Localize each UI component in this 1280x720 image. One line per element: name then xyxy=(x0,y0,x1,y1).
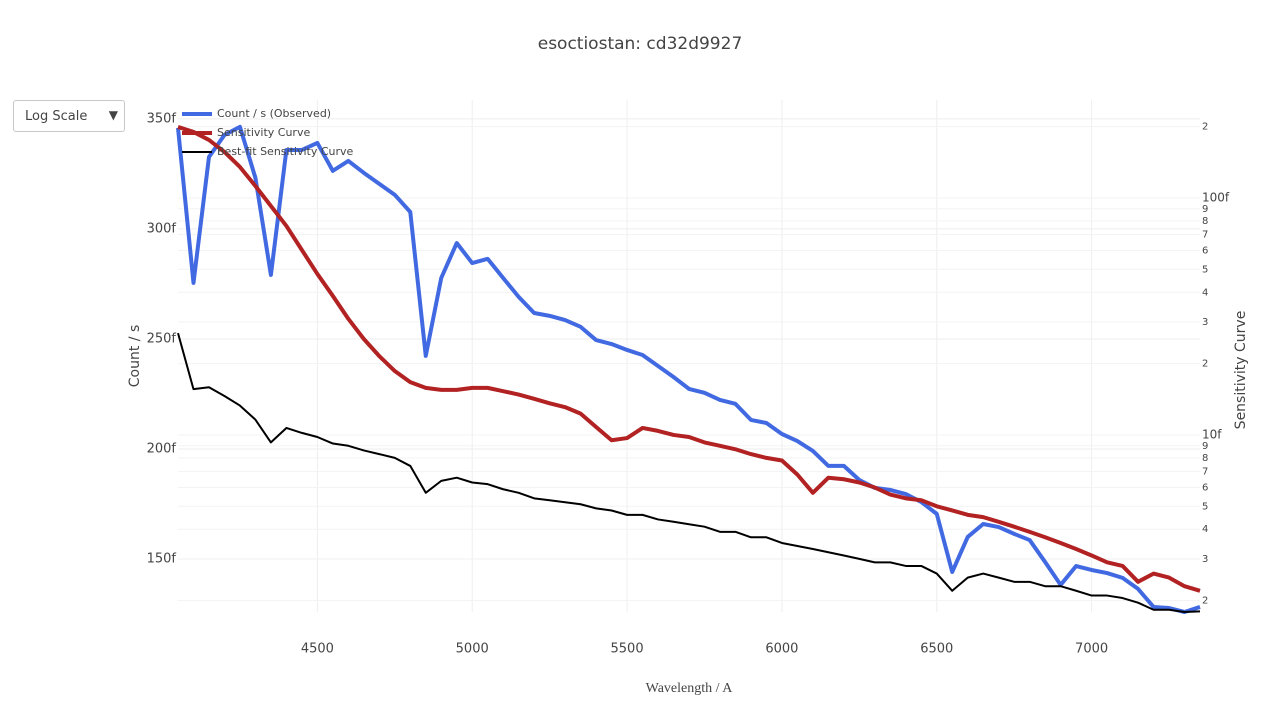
series-line xyxy=(177,332,1201,613)
legend: Count / s (Observed) Sensitivity Curve Bes… xyxy=(182,107,354,158)
y2-tick-label: 10f xyxy=(1202,427,1222,441)
chart-title: esoctiostan: cd32d9927 xyxy=(538,34,743,54)
scale-dropdown[interactable]: Log Scale ▼ xyxy=(13,100,125,132)
x-tick-label: 6500 xyxy=(920,642,953,657)
y-tick-label: 350f xyxy=(147,111,177,126)
legend-label: Best-fit Sensitivity Curve xyxy=(217,145,354,158)
dropdown-label: Log Scale xyxy=(25,109,88,124)
plot-area xyxy=(176,124,1201,614)
y2-tick-label: 3 xyxy=(1202,317,1208,328)
y2-tick-label: 2 xyxy=(1202,596,1208,607)
y2-axis-title: Sensitivity Curve xyxy=(1233,311,1249,430)
x-tick-label: 6000 xyxy=(765,642,798,657)
y2-tick-label: 100f xyxy=(1202,190,1230,204)
legend-label: Sensitivity Curve xyxy=(217,126,310,139)
x-tick-label: 5000 xyxy=(456,642,489,657)
y2-tick-label: 5 xyxy=(1202,501,1208,512)
y2-tick-label: 5 xyxy=(1202,264,1208,275)
y2-tick-label: 9 xyxy=(1202,204,1208,215)
y2-tick-label: 3 xyxy=(1202,554,1208,565)
grid: 4500 5000 5500 6000 6500 7000 150f 200f 250f 300f… xyxy=(147,100,1230,657)
y2-tick-label: 8 xyxy=(1202,216,1208,227)
y2-tick-label: 6 xyxy=(1202,246,1208,257)
y2-tick-label: 8 xyxy=(1202,453,1208,464)
y2-tick-label: 7 xyxy=(1202,230,1208,241)
dropdown-arrow: ▼ xyxy=(108,108,118,122)
series-line xyxy=(176,124,1201,614)
y2-tick-label: 6 xyxy=(1202,483,1208,494)
y-tick-label: 150f xyxy=(147,551,177,566)
y2-tick-label: 2 xyxy=(1202,122,1208,133)
series-line xyxy=(177,125,1201,593)
y2-tick-label: 4 xyxy=(1202,524,1208,535)
y2-tick-label: 4 xyxy=(1202,287,1208,298)
legend-label: Count / s (Observed) xyxy=(217,107,331,120)
x-tick-label: 5500 xyxy=(611,642,644,657)
y-tick-label: 300f xyxy=(147,221,177,236)
y-tick-label: 250f xyxy=(147,331,177,346)
x-tick-label: 7000 xyxy=(1075,642,1108,657)
x-tick-label: 4500 xyxy=(301,642,334,657)
y2-tick-label: 2 xyxy=(1202,359,1208,370)
y-tick-label: 200f xyxy=(147,441,177,456)
y2-tick-label: 7 xyxy=(1202,467,1208,478)
y-axis-title: Count / s xyxy=(127,325,143,388)
y2-tick-label: 9 xyxy=(1202,441,1208,452)
x-axis-title: Wavelength / A xyxy=(646,681,734,696)
